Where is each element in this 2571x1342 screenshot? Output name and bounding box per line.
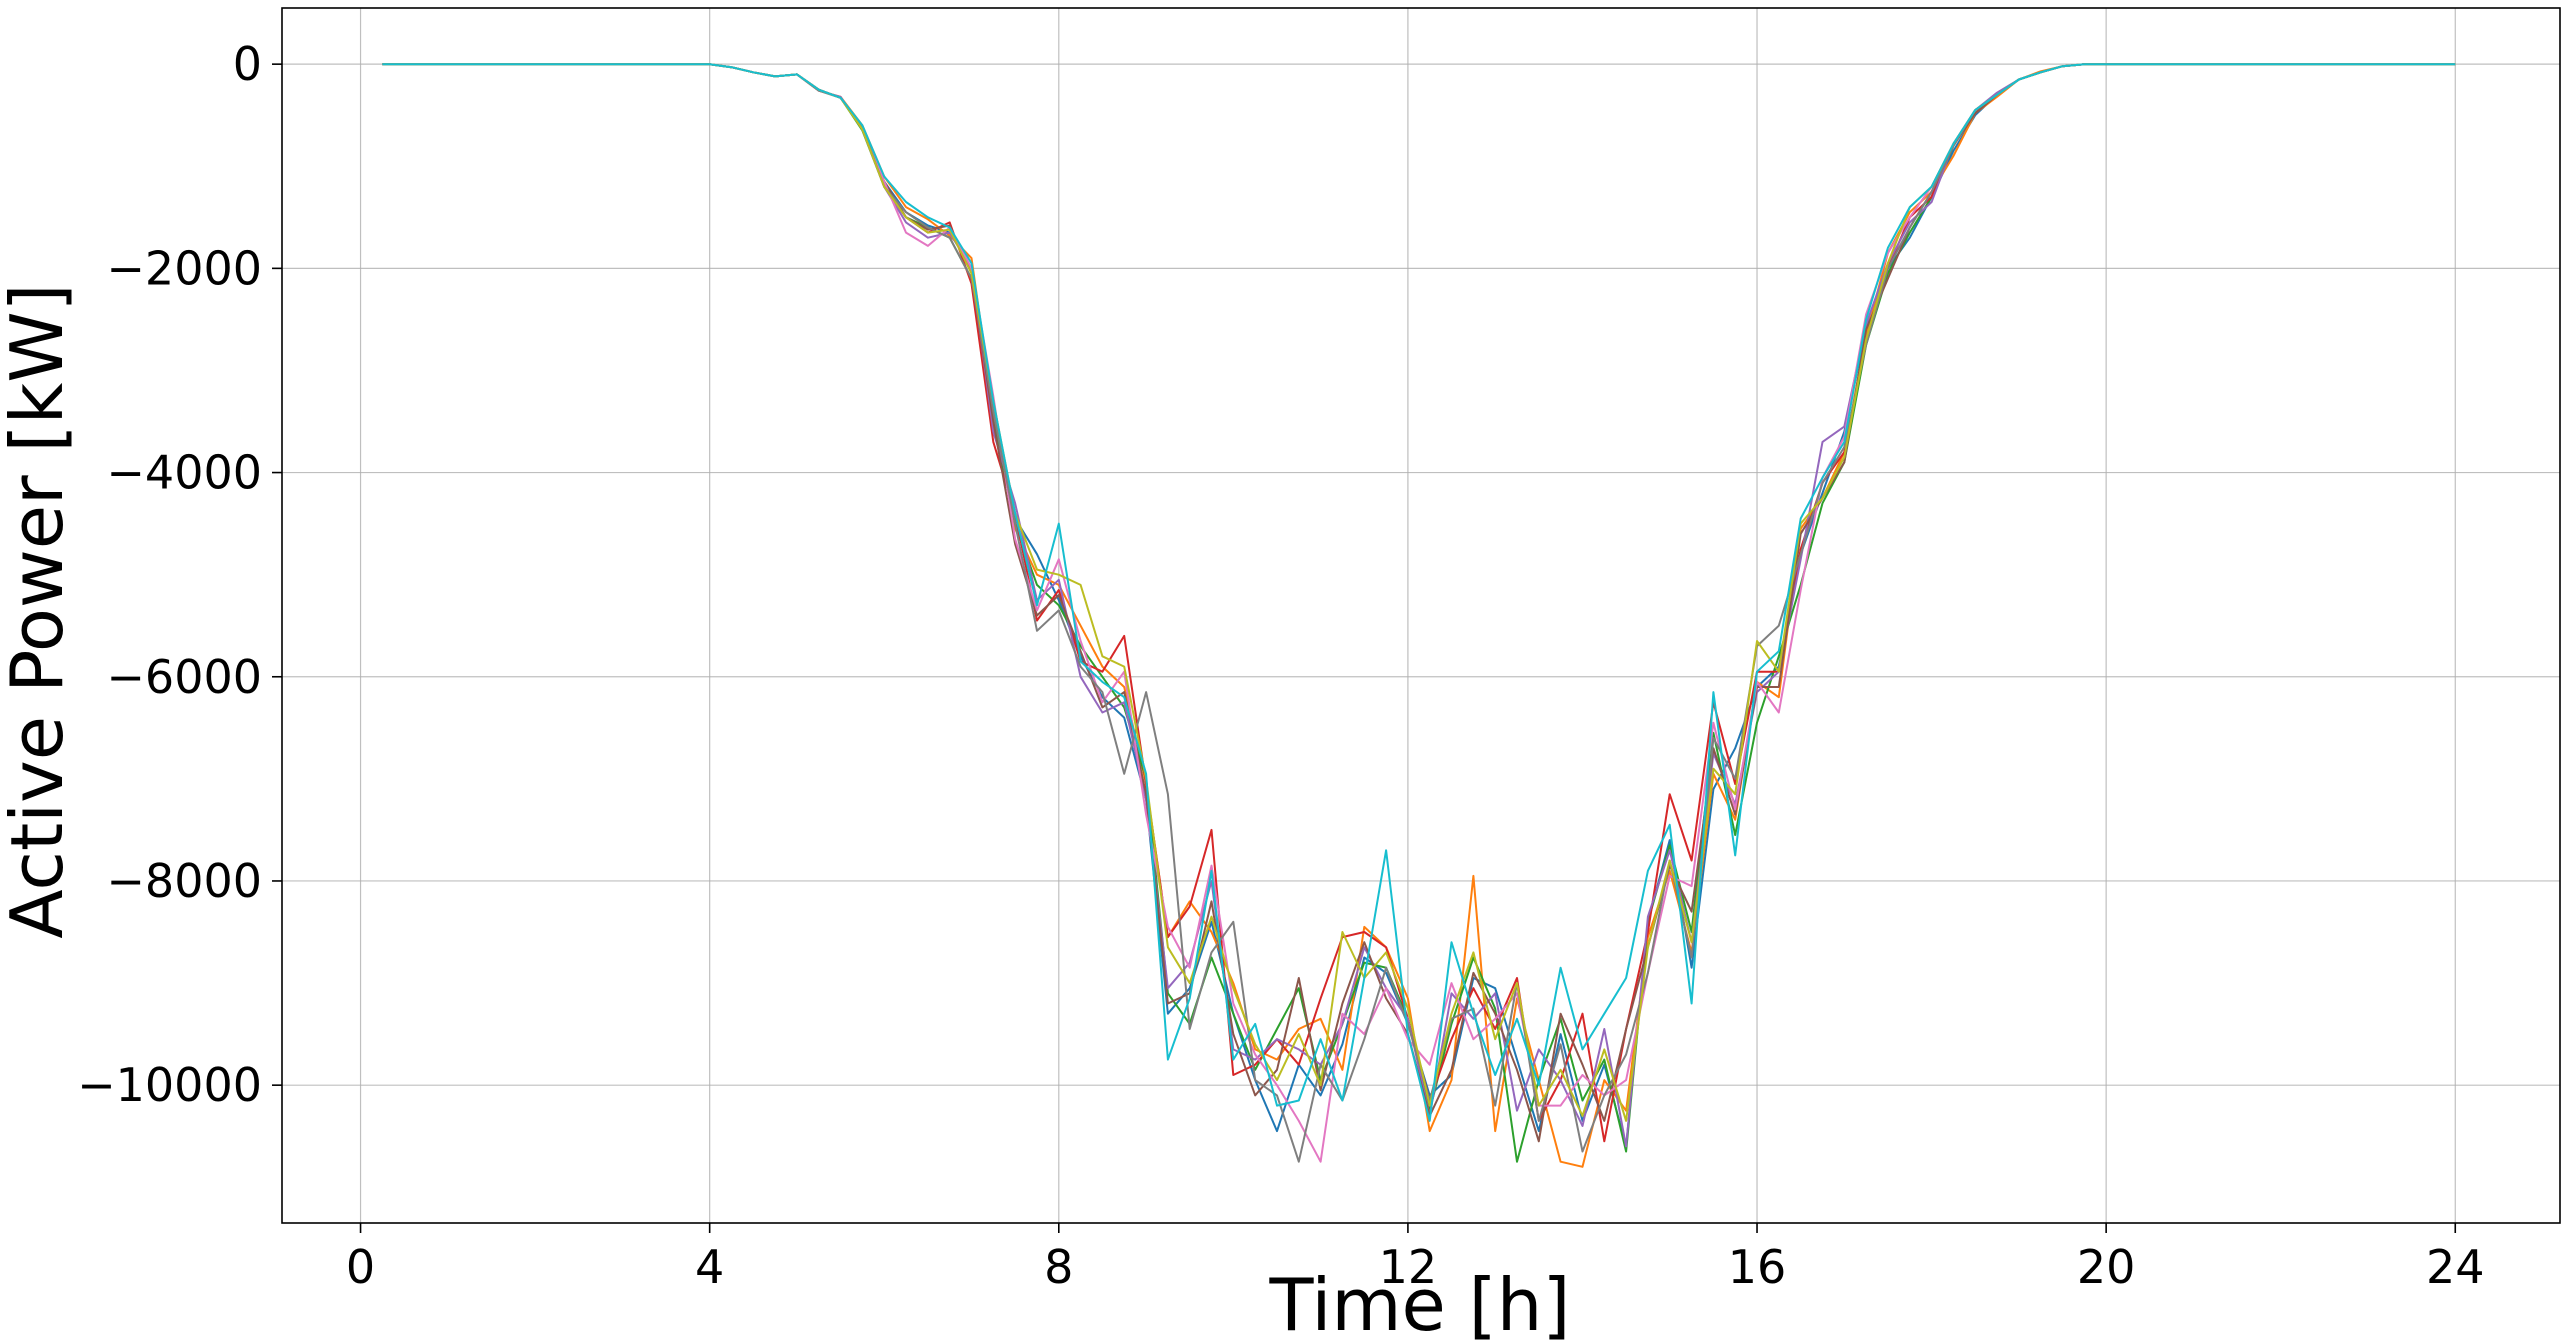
y-tick-label: 0 [233, 37, 262, 91]
y-tick-label: −2000 [106, 241, 262, 295]
plot-area-frame [281, 7, 2561, 1224]
x-tick-label: 4 [695, 1240, 724, 1294]
y-axis-ticks: 0 −2000 −4000 −6000 −8000 −10000 [77, 37, 282, 1112]
y-tick-label: −6000 [106, 650, 262, 704]
x-tick-label: 20 [2077, 1240, 2136, 1294]
series-lines [382, 63, 2456, 1168]
series-line-10 [382, 63, 2456, 1122]
x-tick-label: 12 [1379, 1240, 1438, 1294]
x-axis-ticks: 0 4 8 12 16 20 24 [346, 1223, 2485, 1294]
y-tick-label: −8000 [106, 854, 262, 908]
y-tick-label: −10000 [77, 1058, 262, 1112]
y-tick-label: −4000 [106, 446, 262, 500]
x-tick-label: 16 [1728, 1240, 1787, 1294]
x-tick-label: 8 [1044, 1240, 1073, 1294]
y-axis-label: Active Power [kW] [0, 283, 79, 938]
x-tick-label: 24 [2426, 1240, 2485, 1294]
x-tick-label: 0 [346, 1240, 375, 1294]
x-axis-label: Time [h] [1269, 1263, 1571, 1342]
